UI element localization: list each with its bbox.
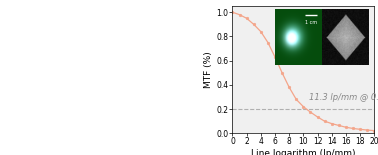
Text: 11.3 lp/mm @ 0.2MTF: 11.3 lp/mm @ 0.2MTF bbox=[309, 93, 378, 102]
X-axis label: Line logarithm (lp/mm): Line logarithm (lp/mm) bbox=[251, 149, 356, 155]
Text: 1 cm: 1 cm bbox=[305, 20, 317, 25]
Y-axis label: MTF (%): MTF (%) bbox=[204, 51, 214, 88]
